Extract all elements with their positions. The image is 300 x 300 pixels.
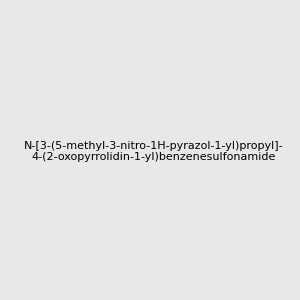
Text: N-[3-(5-methyl-3-nitro-1H-pyrazol-1-yl)propyl]-
4-(2-oxopyrrolidin-1-yl)benzenes: N-[3-(5-methyl-3-nitro-1H-pyrazol-1-yl)p… — [24, 141, 284, 162]
